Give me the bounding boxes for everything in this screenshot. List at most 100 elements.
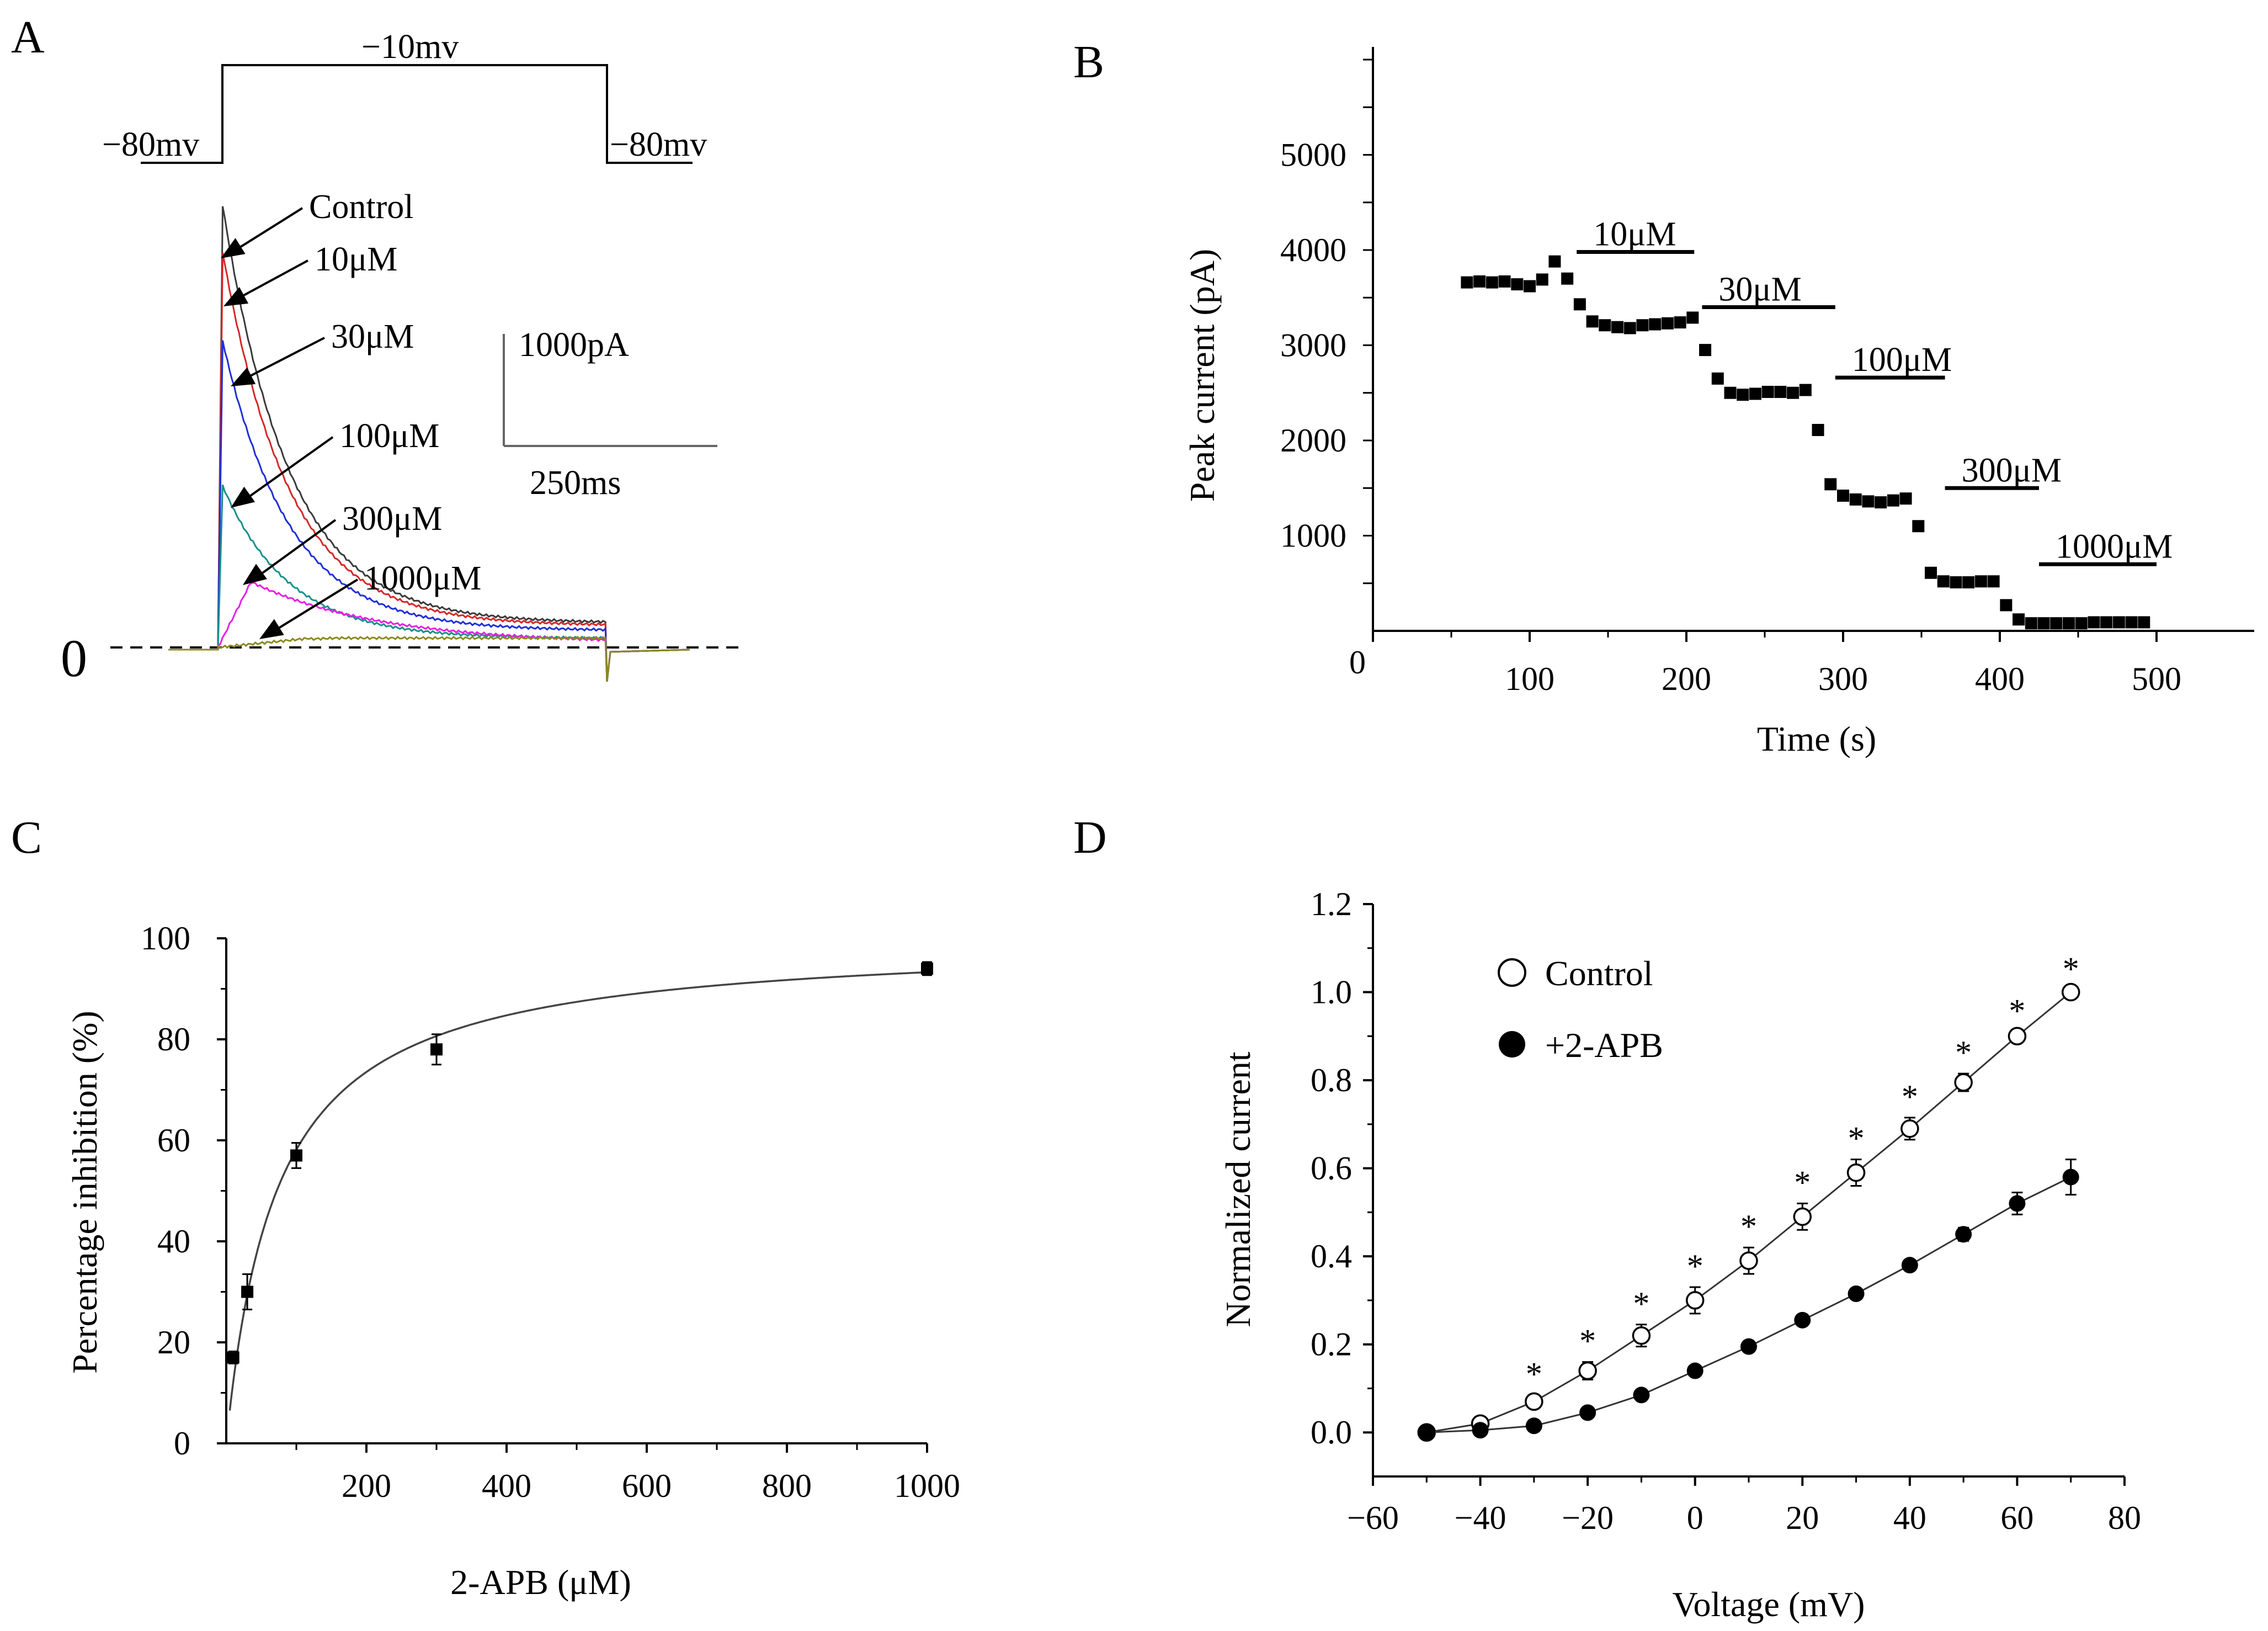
x-tick-label: 400	[482, 1468, 531, 1504]
data-point-control	[1793, 1207, 1812, 1226]
y-axis-label: Percentage inhibition (%)	[65, 1011, 104, 1374]
y-tick-label: 0.4	[1311, 1238, 1352, 1274]
trace-1000μM	[168, 635, 690, 682]
panel-label-d: D	[1073, 812, 1107, 863]
significance-star: *	[1633, 1285, 1649, 1322]
data-point	[2000, 599, 2013, 612]
current-scale-label: 1000pA	[519, 326, 629, 364]
significance-star: *	[1902, 1079, 1918, 1115]
data-point	[1824, 478, 1837, 491]
x-axis-label: 2-APB (μM)	[450, 1563, 631, 1602]
application-bar-label: 30μM	[1718, 271, 1801, 309]
data-point	[1699, 344, 1712, 357]
x-tick-label: 1000	[894, 1468, 960, 1504]
data-point	[1862, 495, 1875, 508]
data-point	[1548, 255, 1561, 268]
time-scale-label: 250ms	[530, 464, 621, 502]
data-point-2apb	[1525, 1417, 1542, 1435]
x-tick-label: 0	[1687, 1500, 1703, 1536]
trace-Control	[168, 206, 690, 682]
data-point-control	[2061, 982, 2080, 1002]
arrow-head-100μM	[231, 486, 255, 508]
y-tick-label: 40	[157, 1223, 190, 1260]
data-point	[1636, 319, 1649, 332]
data-point	[2037, 617, 2050, 630]
data-point	[2025, 617, 2037, 630]
y-tick-label: 4000	[1280, 232, 1346, 268]
x-axis-label: Time (s)	[1757, 719, 1876, 758]
data-point	[1774, 386, 1787, 399]
data-point	[241, 1285, 254, 1298]
significance-star: *	[2063, 951, 2079, 987]
data-point	[1799, 384, 1812, 396]
data-point-control	[1900, 1119, 1919, 1138]
data-point-control	[2008, 1027, 2027, 1046]
data-point	[290, 1149, 302, 1162]
application-bar-label: 1000μM	[2056, 528, 2173, 565]
data-point	[1686, 311, 1699, 324]
x-tick-label: 200	[1662, 661, 1711, 697]
significance-star: *	[1526, 1356, 1542, 1392]
y-tick-label: 0.0	[1311, 1414, 1352, 1451]
y-tick-label: 20	[157, 1324, 190, 1361]
data-point-control	[1846, 1163, 1866, 1182]
return-voltage-label: −80mv	[610, 126, 707, 163]
trace-annotations: Control 10μM 30μM 100μM 300μM 1000μM	[221, 188, 481, 639]
data-point	[1674, 316, 1686, 329]
x-tick-label: 100	[1505, 661, 1554, 697]
legend: Control +2-APB	[1498, 954, 1663, 1065]
significance-star: *	[1848, 1120, 1865, 1157]
hill-fit-curve	[228, 971, 928, 1411]
data-point	[1737, 389, 1749, 401]
data-point	[2112, 616, 2125, 629]
arrow-line-300μM	[254, 519, 337, 580]
x-tick-label: 0	[1349, 644, 1366, 681]
panel-label-c: C	[11, 812, 42, 863]
y-tick-label: 1.0	[1311, 974, 1352, 1011]
data-point	[1875, 496, 1887, 509]
data-point-2apb	[1740, 1338, 1757, 1355]
data-point-2apb	[1955, 1226, 1972, 1243]
data-point	[1925, 566, 1937, 579]
y-tick-label: 100	[141, 920, 190, 957]
data-point	[1661, 317, 1674, 330]
data-point-control	[1685, 1291, 1705, 1310]
data-point	[430, 1043, 443, 1056]
panel-b: 0 100 200 300 400 500 1000 2000 3000 4000 5000 10μ…	[1183, 47, 2254, 758]
arrow-head-300μM	[243, 564, 267, 585]
significance-star: *	[1740, 1208, 1757, 1245]
iv-series	[1417, 982, 2080, 1442]
trace-30μM	[168, 340, 690, 682]
data-point	[1461, 276, 1473, 289]
application-bar-label: 100μM	[1852, 341, 1952, 379]
data-point-2apb	[2009, 1195, 2026, 1212]
data-point	[2088, 616, 2100, 629]
x-axis-label: Voltage (mV)	[1673, 1585, 1865, 1624]
data-point	[1649, 318, 1662, 331]
data-point-2apb	[1633, 1386, 1650, 1404]
x-tick-label: 80	[2108, 1500, 2141, 1536]
arrow-line-1000μM	[270, 578, 359, 634]
data-point	[921, 962, 933, 975]
data-point	[1498, 275, 1511, 288]
data-point	[1912, 520, 1925, 533]
significance-star: *	[1794, 1164, 1811, 1200]
significance-star: *	[2009, 992, 2025, 1029]
y-axis-label: Peak current (pA)	[1183, 249, 1222, 502]
application-bar-label: 300μM	[1962, 451, 2062, 489]
data-point-2apb	[1794, 1311, 1811, 1329]
trace-label-1000μM: 1000μM	[364, 560, 481, 597]
y-tick-label: 2000	[1280, 422, 1346, 459]
panel-label-a: A	[11, 12, 45, 63]
data-point-2apb	[2062, 1168, 2079, 1186]
data-point	[1987, 575, 2000, 588]
data-point	[227, 1351, 239, 1364]
data-point	[1899, 492, 1912, 505]
arrow-head-Control	[221, 238, 246, 258]
data-point	[1950, 576, 1962, 589]
axes-ticks: 0 100 200 300 400 500 1000 2000 3000 4000 5000	[1280, 59, 2181, 697]
x-tick-label: −20	[1562, 1500, 1614, 1536]
data-point-2apb	[1472, 1422, 1489, 1439]
data-point-control	[1578, 1361, 1597, 1380]
